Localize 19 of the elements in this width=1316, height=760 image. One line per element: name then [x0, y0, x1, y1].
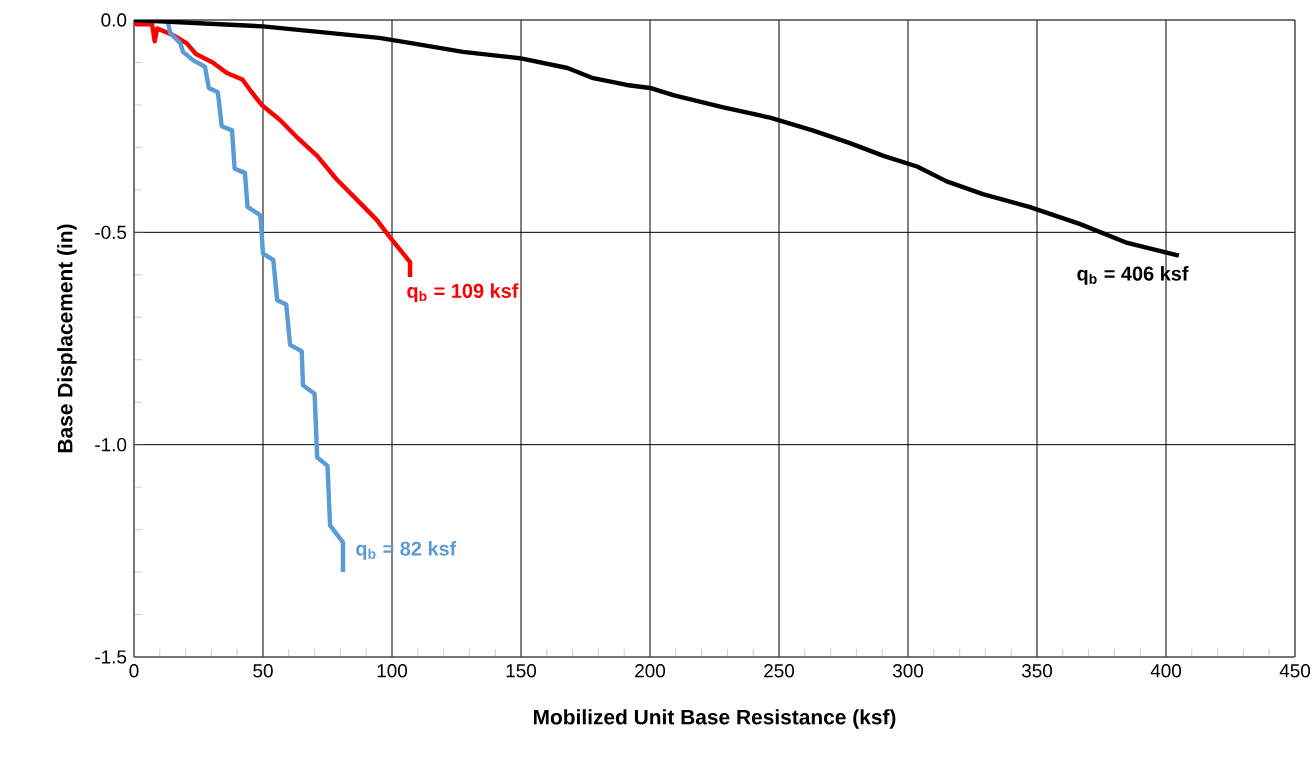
x-tick-label: 100 — [377, 664, 408, 678]
x-tick-label: 300 — [892, 664, 924, 678]
annotation: q$_{b}$ = 109 ksf — [407, 283, 519, 302]
x-tick-label: 200 — [635, 664, 666, 678]
y-tick-label: 0.0 — [101, 13, 127, 27]
x-tick-label: 0 — [129, 664, 139, 678]
y-tick-label: -1.0 — [95, 437, 127, 452]
x-tick-label: 50 — [253, 664, 273, 678]
x-tick-label: 150 — [506, 664, 537, 678]
x-axis-title: Mobilized Unit Base Resistance (ksf) — [533, 709, 896, 729]
x-tick-label: 250 — [764, 664, 795, 678]
line-series — [134, 19, 413, 280]
x-tick-label: 450 — [1279, 664, 1311, 678]
y-tick-label: -0.5 — [95, 225, 127, 240]
y-axis-title: Base Displacement (in) — [57, 224, 77, 453]
x-tick-label: 350 — [1021, 664, 1053, 678]
y-tick-label: -1.5 — [95, 650, 127, 664]
x-tick-label: 400 — [1150, 664, 1182, 678]
annotation: q$_{b}$ = 406 ksf — [1077, 266, 1189, 285]
